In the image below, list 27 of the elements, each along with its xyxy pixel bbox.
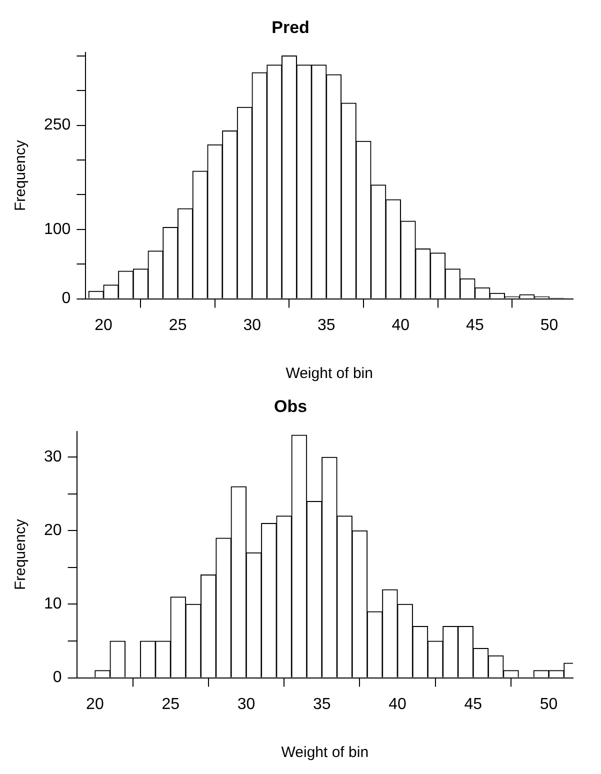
y-tick-label: 0 bbox=[62, 290, 71, 308]
x-tick-label: 20 bbox=[94, 316, 113, 334]
x-tick-label: 30 bbox=[237, 696, 256, 713]
chart-title: Obs bbox=[274, 396, 308, 416]
x-axis-title: Weight of bin bbox=[281, 744, 369, 762]
y-tick-label: 250 bbox=[44, 116, 71, 134]
y-tick-label: 100 bbox=[44, 220, 71, 238]
y-tick-label: 20 bbox=[44, 522, 62, 540]
x-tick-label: 50 bbox=[540, 696, 558, 713]
x-tick-label: 25 bbox=[162, 696, 180, 713]
x-tick-label: 45 bbox=[464, 696, 482, 713]
x-tick-label: 35 bbox=[317, 316, 336, 334]
x-tick-label: 25 bbox=[168, 316, 187, 334]
x-tick-label: 40 bbox=[392, 316, 410, 334]
y-tick-label: 0 bbox=[52, 669, 62, 686]
x-tick-label: 20 bbox=[86, 696, 104, 713]
x-tick-label: 30 bbox=[243, 316, 262, 334]
y-tick-label: 30 bbox=[44, 448, 62, 466]
y-tick-label: 10 bbox=[44, 596, 62, 613]
y-axis-title: Frequency bbox=[12, 518, 30, 590]
y-axis-title: Frequency bbox=[12, 140, 30, 212]
x-tick-label: 40 bbox=[388, 696, 407, 713]
x-axis-title: Weight of bin bbox=[286, 365, 373, 382]
x-tick-label: 50 bbox=[540, 316, 558, 334]
x-tick-label: 45 bbox=[466, 316, 484, 334]
x-tick-label: 35 bbox=[312, 696, 331, 713]
chart-title: Pred bbox=[272, 18, 310, 37]
